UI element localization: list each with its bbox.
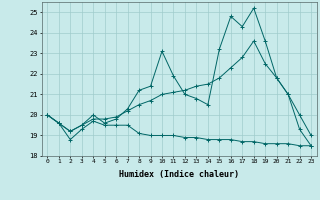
- X-axis label: Humidex (Indice chaleur): Humidex (Indice chaleur): [119, 170, 239, 179]
